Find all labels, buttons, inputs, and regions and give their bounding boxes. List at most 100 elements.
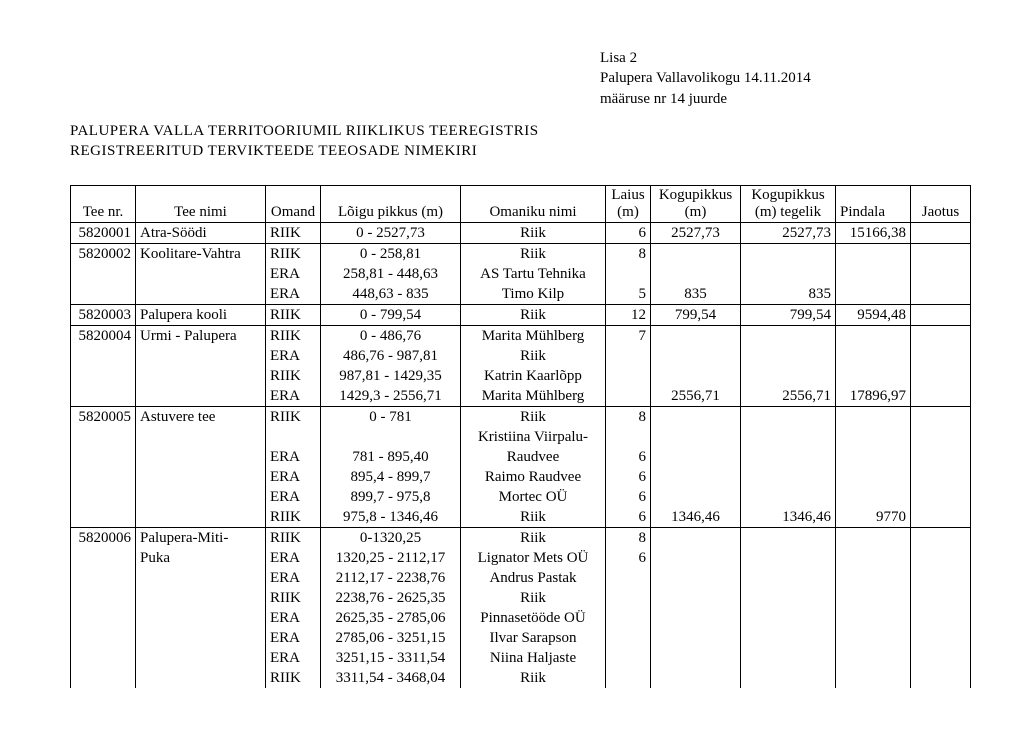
cell: 0 - 781 xyxy=(321,407,461,428)
col-omand: Omand xyxy=(266,186,321,223)
cell: AS Tartu Tehnika xyxy=(461,264,606,284)
cell: Palupera-Miti- xyxy=(136,528,266,549)
cell xyxy=(911,588,971,608)
cell: 6 xyxy=(606,467,651,487)
cell: ERA xyxy=(266,346,321,366)
cell: RIIK xyxy=(266,588,321,608)
cell xyxy=(606,346,651,366)
cell xyxy=(911,447,971,467)
cell: Timo Kilp xyxy=(461,284,606,305)
cell: 2238,76 - 2625,35 xyxy=(321,588,461,608)
cell xyxy=(741,407,836,428)
cell xyxy=(911,264,971,284)
cell xyxy=(651,326,741,347)
cell: ERA xyxy=(266,487,321,507)
cell xyxy=(651,668,741,688)
cell xyxy=(651,407,741,428)
cell: Riik xyxy=(461,223,606,244)
cell xyxy=(741,467,836,487)
cell: Riik xyxy=(461,305,606,326)
table-row: ERA448,63 - 835Timo Kilp5835835 xyxy=(71,284,971,305)
table-row: ERA486,76 - 987,81Riik xyxy=(71,346,971,366)
cell xyxy=(836,668,911,688)
cell xyxy=(911,427,971,447)
cell xyxy=(651,588,741,608)
cell xyxy=(606,608,651,628)
cell: 895,4 - 899,7 xyxy=(321,467,461,487)
cell: 12 xyxy=(606,305,651,326)
cell: 2556,71 xyxy=(741,386,836,407)
cell: 8 xyxy=(606,407,651,428)
cell: 5820002 xyxy=(71,244,136,265)
cell xyxy=(71,366,136,386)
cell: 1320,25 - 2112,17 xyxy=(321,548,461,568)
cell: Niina Haljaste xyxy=(461,648,606,668)
table-row: 5820002Koolitare-VahtraRIIK0 - 258,81Rii… xyxy=(71,244,971,265)
cell: 2785,06 - 3251,15 xyxy=(321,628,461,648)
cell xyxy=(606,648,651,668)
cell xyxy=(836,628,911,648)
cell xyxy=(136,568,266,588)
cell: ERA xyxy=(266,467,321,487)
cell: Raudvee xyxy=(461,447,606,467)
cell xyxy=(911,608,971,628)
cell: 5820004 xyxy=(71,326,136,347)
cell xyxy=(741,326,836,347)
cell: 0 - 2527,73 xyxy=(321,223,461,244)
cell: 987,81 - 1429,35 xyxy=(321,366,461,386)
cell xyxy=(651,264,741,284)
cell: ERA xyxy=(266,608,321,628)
cell xyxy=(911,305,971,326)
cell xyxy=(606,264,651,284)
cell xyxy=(651,487,741,507)
cell xyxy=(136,264,266,284)
cell: 835 xyxy=(651,284,741,305)
cell xyxy=(741,346,836,366)
cell xyxy=(836,346,911,366)
cell xyxy=(136,628,266,648)
col-laius: Laius (m) xyxy=(606,186,651,223)
cell xyxy=(71,548,136,568)
cell xyxy=(266,427,321,447)
col-jaotus: Jaotus xyxy=(911,186,971,223)
cell xyxy=(741,628,836,648)
cell xyxy=(136,366,266,386)
table-header-row: Tee nr. Tee nimi Omand Lõigu pikkus (m) … xyxy=(71,186,971,223)
cell: 6 xyxy=(606,507,651,528)
cell xyxy=(136,447,266,467)
cell xyxy=(71,568,136,588)
cell: 0 - 799,54 xyxy=(321,305,461,326)
cell: 5820003 xyxy=(71,305,136,326)
cell xyxy=(836,264,911,284)
cell: Urmi - Palupera xyxy=(136,326,266,347)
cell xyxy=(651,648,741,668)
cell xyxy=(836,407,911,428)
cell: Raimo Raudvee xyxy=(461,467,606,487)
cell xyxy=(911,668,971,688)
cell: RIIK xyxy=(266,528,321,549)
cell xyxy=(836,588,911,608)
cell: Ilvar Sarapson xyxy=(461,628,606,648)
cell xyxy=(911,648,971,668)
cell xyxy=(741,447,836,467)
cell xyxy=(136,386,266,407)
cell xyxy=(741,244,836,265)
cell: 2556,71 xyxy=(651,386,741,407)
cell: 17896,97 xyxy=(836,386,911,407)
cell: Kristiina Viirpalu- xyxy=(461,427,606,447)
cell: 2625,35 - 2785,06 xyxy=(321,608,461,628)
cell xyxy=(911,507,971,528)
cell: Koolitare-Vahtra xyxy=(136,244,266,265)
cell xyxy=(606,386,651,407)
cell: ERA xyxy=(266,568,321,588)
table-body: 5820001Atra-SöödiRIIK0 - 2527,73Riik6252… xyxy=(71,223,971,689)
cell xyxy=(911,326,971,347)
cell xyxy=(836,487,911,507)
cell xyxy=(651,244,741,265)
cell: Puka xyxy=(136,548,266,568)
cell: ERA xyxy=(266,386,321,407)
col-pindala: Pindala xyxy=(836,186,911,223)
table-row: ERA258,81 - 448,63AS Tartu Tehnika xyxy=(71,264,971,284)
cell xyxy=(606,668,651,688)
cell: Katrin Kaarlõpp xyxy=(461,366,606,386)
